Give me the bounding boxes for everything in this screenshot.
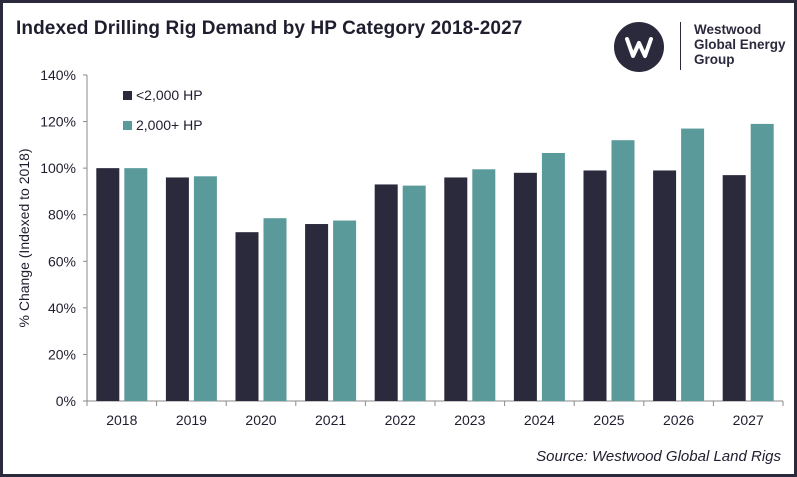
bar-lt2000hp-2025 (583, 170, 607, 401)
bar-gte2000hp-2019 (193, 176, 217, 401)
y-tick-label: 40% (48, 300, 76, 316)
bar-gte2000hp-2020 (263, 218, 287, 401)
bar-gte2000hp-2022 (402, 185, 426, 401)
bar-lt2000hp-2018 (96, 168, 120, 401)
bar-lt2000hp-2023 (444, 177, 468, 401)
x-tick-label: 2022 (385, 412, 416, 428)
company-logo-text: Westwood Global Energy Group (694, 22, 786, 67)
bar-lt2000hp-2021 (305, 224, 329, 401)
legend-swatch (123, 91, 132, 100)
y-tick-label: 60% (48, 253, 76, 269)
x-tick-label: 2020 (245, 412, 276, 428)
chart-title: Indexed Drilling Rig Demand by HP Catego… (16, 18, 523, 39)
bar-gte2000hp-2018 (124, 168, 148, 401)
bar-gte2000hp-2026 (681, 128, 705, 402)
y-tick-label: 120% (40, 114, 76, 130)
x-tick-label: 2026 (663, 412, 694, 428)
legend-swatch (123, 121, 132, 130)
bar-lt2000hp-2024 (513, 172, 537, 401)
x-tick-label: 2023 (454, 412, 485, 428)
x-tick-label: 2027 (733, 412, 764, 428)
bar-gte2000hp-2021 (333, 220, 357, 401)
legend-label: <2,000 HP (136, 87, 203, 103)
westwood-w-icon (614, 22, 664, 72)
logo-line: Group (694, 52, 735, 67)
y-axis-title: % Change (Indexed to 2018) (16, 148, 32, 327)
legend-label: 2,000+ HP (136, 117, 203, 133)
y-tick-label: 0% (56, 393, 76, 409)
logo-line: Global Energy (694, 37, 786, 52)
y-tick-label: 100% (40, 160, 76, 176)
bar-gte2000hp-2025 (611, 140, 635, 401)
bar-lt2000hp-2026 (653, 170, 677, 401)
bar-gte2000hp-2027 (750, 123, 774, 402)
y-tick-label: 140% (40, 67, 76, 83)
x-tick-label: 2025 (593, 412, 624, 428)
bar-gte2000hp-2023 (472, 169, 496, 401)
bar-lt2000hp-2027 (722, 175, 746, 401)
bar-lt2000hp-2019 (165, 177, 189, 401)
bar-gte2000hp-2024 (541, 153, 565, 401)
x-tick-label: 2018 (106, 412, 137, 428)
logo-line: Westwood (694, 22, 762, 37)
y-tick-label: 80% (48, 207, 76, 223)
x-tick-label: 2024 (524, 412, 555, 428)
y-tick-label: 20% (48, 346, 76, 362)
bar-lt2000hp-2022 (374, 184, 398, 401)
x-tick-label: 2021 (315, 412, 346, 428)
x-tick-label: 2019 (176, 412, 207, 428)
source-note: Source: Westwood Global Land Rigs (536, 448, 781, 465)
logo-divider (680, 22, 681, 70)
bar-lt2000hp-2020 (235, 232, 259, 401)
